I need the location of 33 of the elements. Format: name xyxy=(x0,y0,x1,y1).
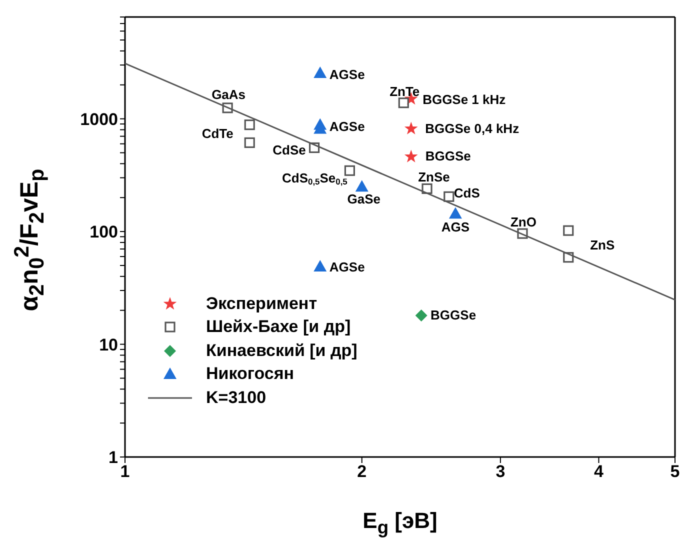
y-tick-label: 10 xyxy=(99,335,118,354)
legend-label: Эксперимент xyxy=(206,294,318,314)
annotation: GaAs xyxy=(212,86,246,102)
x-tick-label: 3 xyxy=(496,462,506,482)
y-tick-label: 1 xyxy=(108,448,118,468)
legend-label: K=3100 xyxy=(206,388,266,408)
x-tick-label: 5 xyxy=(670,462,680,482)
annotation: CdS xyxy=(454,186,480,201)
annotation: CdSe xyxy=(272,142,306,158)
annotation: AGS xyxy=(441,220,470,235)
annotation: CdS$_{0,5}$Se$_{0,5}$ xyxy=(282,170,348,187)
x-tick-label: 4 xyxy=(594,462,604,482)
annotation: BGGSe 1 kHz xyxy=(422,92,506,107)
annotation: ZnSe xyxy=(418,170,450,185)
annotation: ZnTe xyxy=(390,84,420,99)
annotation: AGSe xyxy=(329,66,365,82)
annotation: BGGSe xyxy=(430,307,476,322)
annotation: AGSe xyxy=(329,118,365,134)
annotation: ZnO xyxy=(510,214,536,230)
annotation: GaSe xyxy=(347,192,380,207)
x-axis-title: E$_{g}$ [эВ] xyxy=(362,508,438,538)
legend-label: Шейх-Бахе [и др] xyxy=(206,317,351,338)
annotation: AGSe xyxy=(329,259,365,274)
annotation: ZnS xyxy=(590,238,615,253)
legend-label: Кинаевский [и др] xyxy=(206,340,358,361)
annotation: CdTe xyxy=(202,126,234,141)
x-tick-label: 2 xyxy=(357,462,367,482)
y-tick-label: 1000 xyxy=(80,110,118,129)
legend-label: Никогосян xyxy=(206,364,294,384)
x-tick-label: 1 xyxy=(120,462,130,482)
annotation: BGGSe 0,4 kHz xyxy=(425,120,520,136)
y-tick-label: 100 xyxy=(90,222,118,242)
annotation: BGGSe xyxy=(425,148,471,164)
